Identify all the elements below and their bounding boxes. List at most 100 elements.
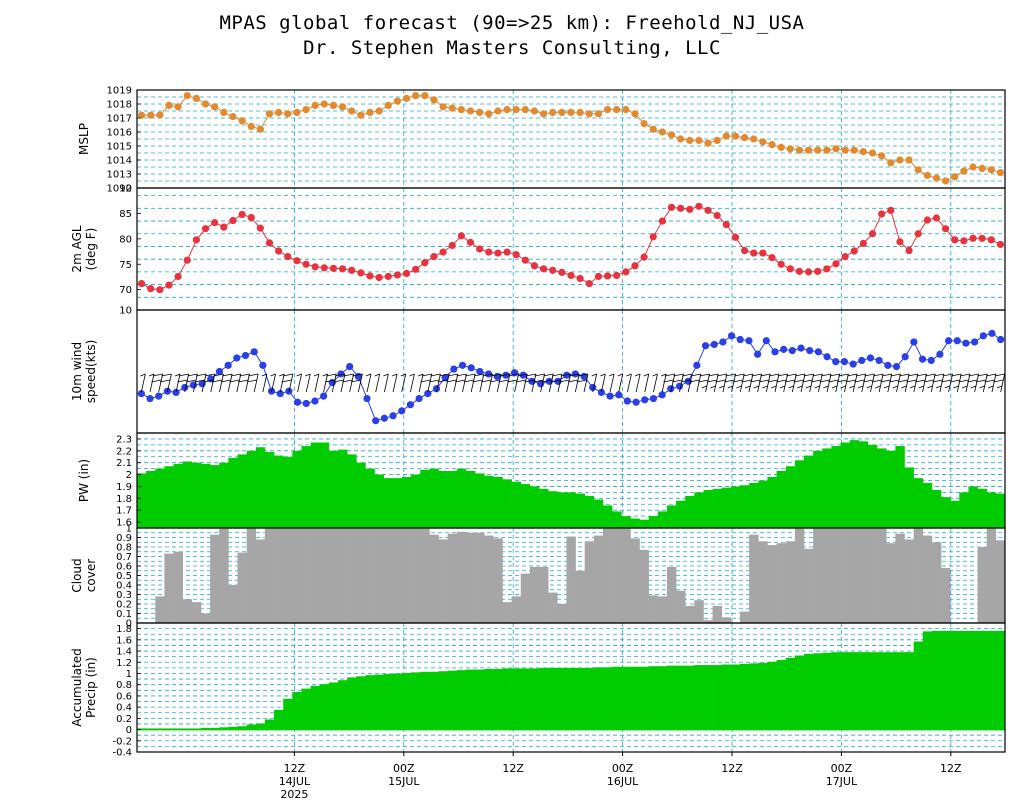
cloud-bar	[858, 528, 869, 623]
precip-bar	[200, 727, 211, 730]
temp-point	[320, 264, 328, 272]
pw-bar	[694, 492, 704, 528]
mslp-point	[430, 96, 438, 104]
cloud-bar	[264, 528, 275, 623]
pw-bar	[255, 447, 266, 528]
precip-bar	[319, 684, 330, 730]
pw-bar	[630, 518, 640, 528]
wind-point	[337, 370, 345, 378]
wind-point	[389, 412, 397, 420]
precip-bar	[210, 727, 220, 730]
precip-bar	[986, 630, 997, 730]
wind-point	[615, 391, 623, 399]
wind-barb	[600, 373, 606, 393]
mslp-point	[412, 92, 420, 100]
temp-point	[868, 230, 877, 238]
y-axis-label: Accumulated	[70, 648, 84, 727]
wind-point	[146, 394, 154, 403]
temp-point	[338, 265, 347, 273]
pw-bar	[740, 485, 750, 528]
mslp-point	[338, 103, 347, 111]
cloud-bar	[447, 533, 458, 623]
precip-bar	[931, 630, 942, 730]
mslp-point	[503, 106, 511, 114]
precip-bar	[575, 667, 586, 730]
temp-point	[786, 265, 794, 273]
pw-bar	[730, 486, 741, 528]
cloud-bar	[328, 528, 339, 623]
precip-bar	[529, 668, 540, 730]
y-tick-label: 2.2	[116, 446, 132, 457]
y-tick-label: 0	[126, 619, 132, 630]
temp-point	[750, 249, 758, 257]
mslp-point	[247, 122, 255, 130]
temp-point	[384, 272, 392, 281]
y-axis-label: (deg F)	[84, 228, 98, 271]
y-axis-label: Precip (in)	[84, 657, 98, 718]
precip-bar	[502, 668, 512, 730]
wind-point	[736, 335, 744, 344]
cloud-bar	[931, 542, 942, 623]
precip-bar	[612, 666, 622, 730]
wind-barb	[229, 373, 242, 393]
wind-barb	[698, 373, 710, 393]
wind-point	[458, 361, 467, 369]
pw-bar	[456, 468, 467, 528]
pw-bar	[319, 442, 330, 528]
temp-point	[814, 267, 822, 275]
wind-barb	[342, 373, 355, 393]
cloud-bar	[356, 528, 366, 623]
wind-point	[910, 338, 918, 346]
pw-bar	[703, 490, 713, 528]
pw-bar	[758, 480, 768, 528]
precip-bar	[429, 671, 439, 730]
cloud-bar	[429, 534, 439, 623]
mslp-point	[494, 107, 502, 115]
mslp-point	[658, 128, 666, 136]
wind-barb	[279, 373, 285, 393]
wind-barb	[732, 373, 745, 393]
cloud-bar	[694, 600, 704, 623]
pw-bar	[264, 452, 275, 528]
temp-point	[503, 248, 511, 256]
wind-point	[441, 374, 449, 382]
y-tick-label: 0.4	[116, 703, 132, 714]
wind-point	[858, 356, 866, 365]
mslp-point	[201, 100, 210, 108]
cloud-bar	[977, 547, 988, 623]
precip-bar	[484, 668, 494, 730]
wind-point	[979, 332, 987, 340]
cloud-bar	[776, 543, 787, 623]
temp-point	[585, 279, 593, 288]
precip-bar	[712, 665, 723, 730]
temp-point	[951, 236, 959, 244]
wind-barb	[626, 373, 632, 393]
wind-barb	[793, 373, 806, 393]
pw-bar	[785, 466, 796, 528]
temp-point	[165, 281, 173, 289]
wind-barb	[550, 373, 563, 393]
y-tick-label: 75	[119, 260, 132, 271]
cloud-bar	[465, 532, 476, 623]
wind-point	[754, 350, 762, 358]
precip-bar	[740, 663, 750, 730]
mslp-point	[284, 110, 292, 118]
precip-bar	[995, 630, 1006, 730]
temp-point	[960, 237, 968, 245]
mslp-point	[384, 101, 392, 109]
temp-point	[412, 265, 420, 273]
pw-bar	[794, 460, 805, 528]
wind-point	[884, 361, 892, 369]
wind-barb	[159, 373, 172, 393]
wind-point	[710, 340, 718, 349]
cloud-bar	[392, 528, 403, 623]
mslp-point	[768, 141, 776, 149]
temp-point	[878, 210, 886, 218]
precip-bar	[803, 653, 814, 730]
temp-point	[667, 203, 676, 211]
precip-bar	[237, 726, 247, 730]
temp-point	[421, 259, 429, 267]
wind-point	[806, 346, 814, 355]
mslp-point	[951, 173, 959, 181]
pw-bar	[639, 519, 649, 528]
